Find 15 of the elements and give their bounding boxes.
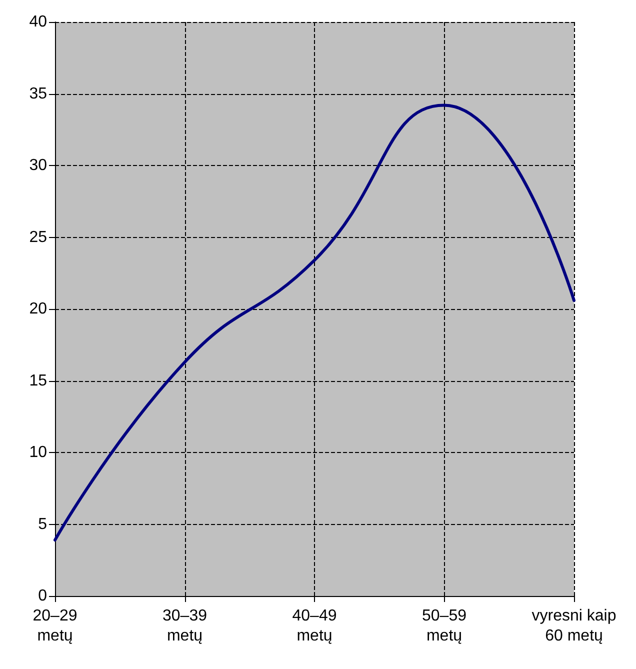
x-tick-label: 20–29 metų bbox=[32, 608, 78, 644]
line-series bbox=[54, 104, 576, 542]
y-tick-label: 10 bbox=[29, 444, 48, 461]
y-tick-label: 35 bbox=[29, 85, 48, 102]
y-tick-label: 20 bbox=[29, 300, 48, 318]
x-tick-label: 40–49 metų bbox=[292, 608, 337, 644]
y-tick-label: 25 bbox=[29, 228, 48, 246]
x-tick-label: 50–59 metų bbox=[422, 608, 467, 644]
y-tick-label: 30 bbox=[29, 157, 48, 174]
y-tick-label: 40 bbox=[29, 14, 48, 30]
x-tick-label: 30–39 metų bbox=[162, 608, 208, 644]
x-tick-label: vyresni kaip 60 metų bbox=[532, 608, 616, 644]
y-tick-label: 15 bbox=[29, 372, 48, 390]
y-tick-label: 0 bbox=[38, 588, 48, 604]
y-tick-label: 5 bbox=[38, 516, 48, 533]
